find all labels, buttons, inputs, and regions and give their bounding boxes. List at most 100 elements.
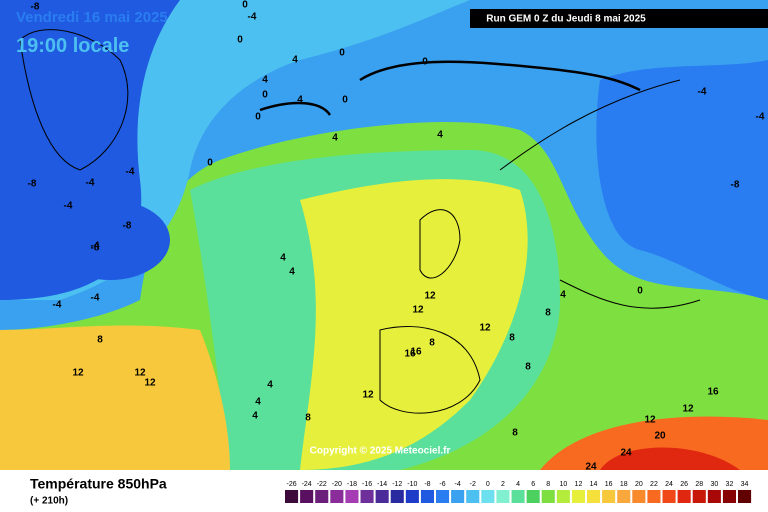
legend-label: -12 xyxy=(392,481,402,488)
legend-swatch xyxy=(662,490,676,503)
legend-label: -2 xyxy=(470,481,476,488)
legend-label: 20 xyxy=(635,481,643,488)
contour-label: 12 xyxy=(479,323,491,334)
zero-isotherm xyxy=(259,60,641,116)
contour-label: -4 xyxy=(698,87,707,98)
contour-label: 20 xyxy=(654,431,666,442)
legend-swatch xyxy=(375,490,389,503)
legend-swatch xyxy=(420,490,434,503)
legend-swatch xyxy=(496,490,510,503)
legend-label: 30 xyxy=(710,481,718,488)
contour-label: 4 xyxy=(560,290,566,301)
legend-label: 28 xyxy=(695,481,703,488)
contour-label: 24 xyxy=(585,462,597,473)
legend-swatch xyxy=(451,490,465,503)
legend-label: 16 xyxy=(605,481,613,488)
contour-label: 0 xyxy=(255,112,261,123)
contour-label: -4 xyxy=(756,112,765,123)
legend-label: 32 xyxy=(726,481,734,488)
contour-label: 12 xyxy=(682,404,694,415)
legend-swatch xyxy=(602,490,616,503)
legend-label: 18 xyxy=(620,481,628,488)
contour-label: 16 xyxy=(707,387,719,398)
valid-time: Vendredi 16 mai 2025 xyxy=(16,9,168,26)
legend-label: -20 xyxy=(332,481,342,488)
contour-label: 4 xyxy=(332,133,338,144)
legend-label: 4 xyxy=(516,481,520,488)
legend-label: 14 xyxy=(590,481,598,488)
contour-label: 12 xyxy=(644,415,656,426)
legend: -26 -24 -22 -20 -18 -16 -14 -12 -10 -8 -6 -4 -2 0 2 4 6 8… xyxy=(285,481,752,503)
contour-label: 0 xyxy=(242,0,248,11)
contour-label: 16 xyxy=(404,349,416,360)
contour-label: 8 xyxy=(305,413,311,424)
legend-label: 22 xyxy=(650,481,658,488)
contour-label: -4 xyxy=(53,300,62,311)
legend-swatch xyxy=(345,490,359,503)
contour-label: -4 xyxy=(86,178,95,189)
contour-label: 8 xyxy=(97,335,103,346)
contour-label: 12 xyxy=(362,390,374,401)
contour-label: 0 xyxy=(262,90,268,101)
temperature-field xyxy=(0,0,768,470)
contour-label: 0 xyxy=(637,286,643,297)
legend-label: 26 xyxy=(680,481,688,488)
contour-label: 4 xyxy=(292,55,298,66)
contour-label: 0 xyxy=(422,57,428,68)
contour-label: -4 xyxy=(91,241,100,252)
contour-label: 0 xyxy=(342,95,348,106)
legend-swatch xyxy=(647,490,661,503)
legend-swatch xyxy=(436,490,450,503)
legend-swatch xyxy=(285,490,299,503)
contour-label: 0 xyxy=(207,158,213,169)
legend-swatch xyxy=(707,490,721,503)
contour-label: -8 xyxy=(28,179,37,190)
contour-label: 8 xyxy=(509,333,515,344)
contour-label: 4 xyxy=(297,95,303,106)
contour-label: -8 xyxy=(91,243,100,254)
legend-swatch xyxy=(405,490,419,503)
legend-label: 10 xyxy=(559,481,567,488)
legend-swatch xyxy=(330,490,344,503)
legend-swatch xyxy=(526,490,540,503)
contour-label: -4 xyxy=(64,201,73,212)
footer-title: Température 850hPa xyxy=(30,476,167,492)
legend-swatch xyxy=(632,490,646,503)
contour-label: -4 xyxy=(248,12,257,23)
contour-label: 24 xyxy=(620,448,632,459)
legend-swatch xyxy=(571,490,585,503)
legend-swatch xyxy=(300,490,314,503)
contour-label: -8 xyxy=(31,2,40,13)
legend-swatch xyxy=(390,490,404,503)
legend-label: -10 xyxy=(407,481,417,488)
legend-swatch xyxy=(692,490,706,503)
contour-label: 4 xyxy=(289,267,295,278)
legend-label: 6 xyxy=(531,481,535,488)
contour-label: 0 xyxy=(339,48,345,59)
legend-label: 8 xyxy=(546,481,550,488)
contour-label: 0 xyxy=(237,35,243,46)
contour-label: 12 xyxy=(134,368,146,379)
legend-swatch xyxy=(511,490,525,503)
legend-swatch xyxy=(677,490,691,503)
legend-label: -22 xyxy=(317,481,327,488)
contour-label: 12 xyxy=(144,378,156,389)
run-info: Run GEM 0 Z du Jeudi 8 mai 2025 xyxy=(486,14,646,25)
legend-label: -24 xyxy=(302,481,312,488)
contour-label: 4 xyxy=(267,380,273,391)
legend-swatch xyxy=(617,490,631,503)
legend-label: 2 xyxy=(501,481,505,488)
legend-label: -18 xyxy=(347,481,357,488)
legend-swatch xyxy=(587,490,601,503)
legend-label: -4 xyxy=(455,481,461,488)
legend-label: 12 xyxy=(575,481,583,488)
coastlines xyxy=(19,29,701,414)
legend-label: 24 xyxy=(665,481,673,488)
contour-label: 12 xyxy=(412,305,424,316)
contour-label: 8 xyxy=(525,362,531,373)
contour-label: 4 xyxy=(252,411,258,422)
run-banner xyxy=(470,9,768,28)
legend-swatch xyxy=(481,490,495,503)
